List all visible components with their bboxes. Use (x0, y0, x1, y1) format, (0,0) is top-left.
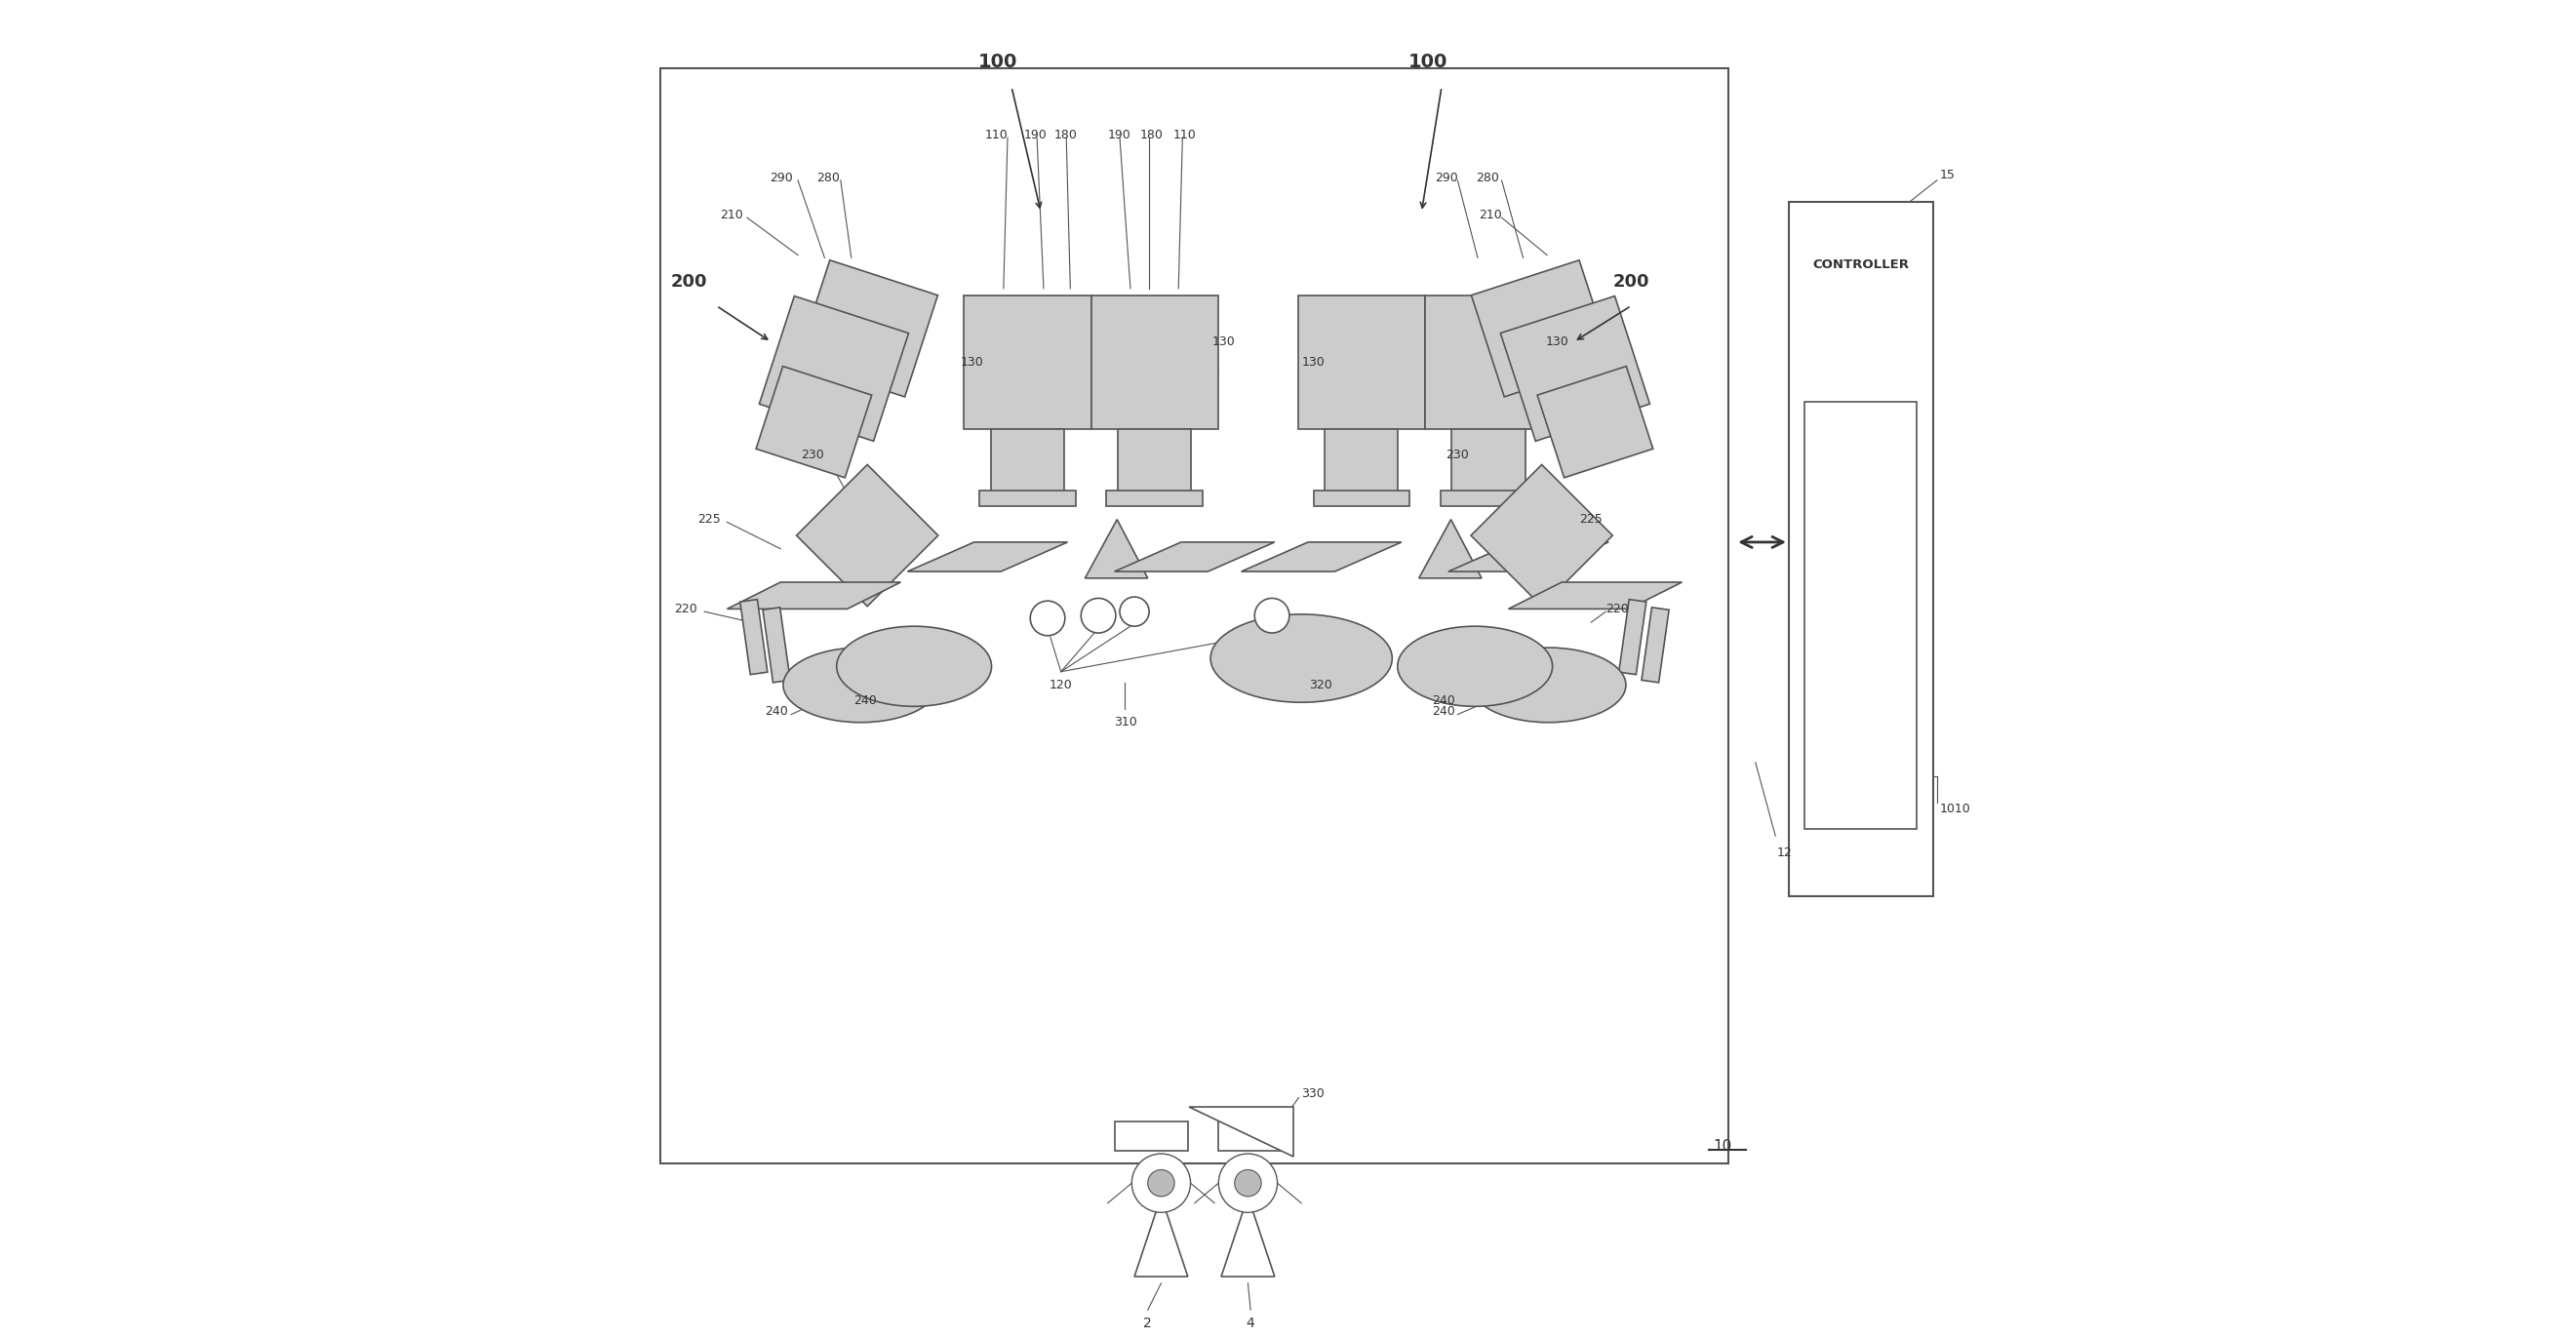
Polygon shape (1084, 519, 1149, 578)
Text: 130: 130 (1546, 336, 1569, 348)
Text: 130: 130 (961, 356, 984, 368)
Text: 100: 100 (979, 52, 1018, 71)
Bar (1115, 1121, 1188, 1151)
Text: 240: 240 (855, 694, 876, 708)
Text: 320: 320 (1309, 678, 1332, 692)
Bar (755, 367, 871, 478)
Text: DIGITAL: DIGITAL (1834, 450, 1888, 462)
Circle shape (1121, 597, 1149, 626)
Polygon shape (1115, 542, 1275, 571)
Circle shape (1218, 1153, 1278, 1212)
Text: CONTROLLER: CONTROLLER (1814, 258, 1909, 270)
Text: 100: 100 (1409, 52, 1448, 71)
Bar (1806, 401, 1917, 830)
Polygon shape (1221, 1196, 1275, 1276)
Text: 290: 290 (1435, 171, 1458, 183)
Bar (1471, 260, 1613, 397)
Text: 280: 280 (1476, 171, 1499, 183)
Text: 130: 130 (1301, 356, 1324, 368)
Text: 290: 290 (770, 171, 793, 183)
Text: 230: 230 (1445, 450, 1468, 462)
Bar (1618, 599, 1646, 674)
Bar (739, 599, 768, 674)
Text: 15: 15 (1940, 169, 1955, 181)
Text: PROCESSING: PROCESSING (1816, 490, 1904, 502)
Polygon shape (1510, 582, 1682, 609)
Bar (1453, 428, 1525, 498)
Bar (762, 607, 791, 682)
Text: 225: 225 (698, 512, 721, 526)
Bar (979, 490, 1077, 506)
Bar (1298, 296, 1425, 428)
Text: 12: 12 (1777, 847, 1793, 859)
Text: 330: 330 (1301, 1088, 1324, 1100)
Bar (659, 68, 1728, 1163)
Bar (1092, 296, 1218, 428)
Text: 110: 110 (984, 128, 1007, 142)
Polygon shape (1419, 519, 1481, 578)
Bar (1314, 490, 1409, 506)
Text: 180: 180 (1139, 128, 1162, 142)
Text: 220: 220 (675, 602, 698, 615)
Bar (1440, 490, 1535, 506)
Text: 240: 240 (765, 705, 788, 719)
Text: 2: 2 (1144, 1317, 1151, 1330)
Bar (1105, 490, 1203, 506)
Text: 210: 210 (721, 209, 744, 221)
Polygon shape (907, 542, 1066, 571)
Circle shape (1234, 1169, 1262, 1196)
Text: 130: 130 (1211, 336, 1234, 348)
Bar (963, 296, 1092, 428)
Bar (1471, 464, 1613, 606)
Ellipse shape (783, 648, 938, 723)
Bar (1425, 296, 1551, 428)
Bar (992, 428, 1064, 498)
Circle shape (1030, 601, 1064, 636)
Circle shape (1255, 598, 1291, 633)
Text: 190: 190 (1108, 128, 1131, 142)
Text: 120: 120 (1048, 678, 1072, 692)
Text: 240: 240 (1432, 705, 1455, 719)
Circle shape (1082, 598, 1115, 633)
Text: ALGORITHMS: ALGORITHMS (1816, 529, 1906, 542)
Text: 200: 200 (670, 273, 708, 290)
Text: 210: 210 (1479, 209, 1502, 221)
Bar (760, 296, 909, 442)
Text: 1010: 1010 (1940, 803, 1971, 816)
Text: 190: 190 (1023, 128, 1046, 142)
Bar (1118, 428, 1190, 498)
Text: 110: 110 (1172, 128, 1195, 142)
Text: 4: 4 (1247, 1317, 1255, 1330)
Text: 240: 240 (1432, 694, 1455, 708)
Text: 225: 225 (1579, 512, 1602, 526)
Text: 220: 220 (1605, 602, 1628, 615)
Ellipse shape (1211, 614, 1391, 702)
Bar (1324, 428, 1399, 498)
Bar (796, 464, 938, 606)
Text: 230: 230 (801, 450, 824, 462)
Polygon shape (1190, 1107, 1293, 1156)
Bar (1538, 367, 1654, 478)
Circle shape (1149, 1169, 1175, 1196)
Bar (796, 260, 938, 397)
Polygon shape (1242, 542, 1401, 571)
Text: 200: 200 (1613, 273, 1649, 290)
Ellipse shape (1399, 626, 1553, 706)
Text: 10: 10 (1713, 1139, 1731, 1153)
Circle shape (1131, 1153, 1190, 1212)
Ellipse shape (1471, 648, 1625, 723)
Bar (1641, 607, 1669, 682)
Polygon shape (1133, 1196, 1188, 1276)
Bar (1499, 296, 1649, 442)
Text: 280: 280 (817, 171, 840, 183)
Bar (1218, 1121, 1291, 1151)
Ellipse shape (837, 626, 992, 706)
Polygon shape (1448, 542, 1607, 571)
Text: 180: 180 (1054, 128, 1077, 142)
Polygon shape (726, 582, 902, 609)
Text: 310: 310 (1113, 716, 1136, 729)
Bar (1788, 202, 1932, 896)
